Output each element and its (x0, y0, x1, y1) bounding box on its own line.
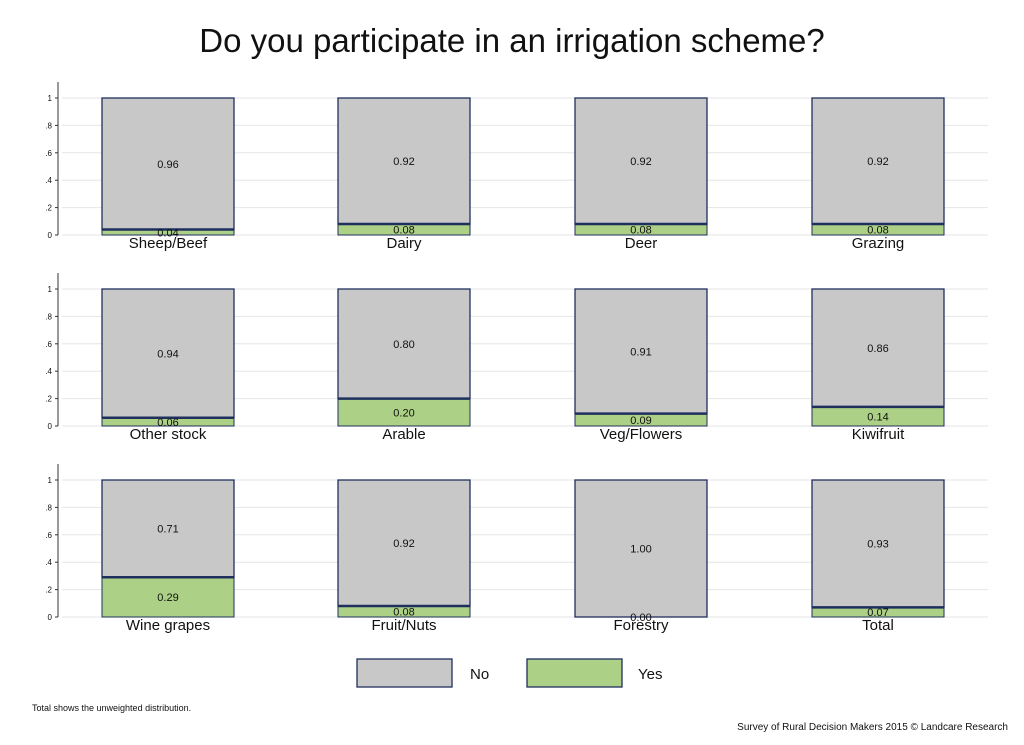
legend-label-no: No (470, 666, 489, 683)
data-label-yes: 0.08 (867, 225, 888, 237)
data-label-no: 0.80 (393, 339, 414, 351)
panel-label: Wine grapes (126, 617, 210, 634)
data-label-no: 0.92 (630, 156, 651, 168)
legend-swatch-no (356, 658, 453, 688)
panel-label: Forestry (613, 617, 669, 634)
bar-no-11 (574, 479, 708, 618)
data-label-yes: 0.29 (157, 592, 178, 604)
data-label-yes: 0.04 (157, 227, 178, 239)
y-tick-label: .4 (45, 367, 52, 376)
data-label-no: 0.92 (393, 156, 414, 168)
data-label-yes: 0.08 (393, 607, 414, 619)
data-label-no: 0.92 (867, 156, 888, 168)
panel-label: Kiwifruit (852, 426, 905, 443)
y-tick-label: .4 (45, 176, 52, 185)
data-label-yes: 0.08 (393, 225, 414, 237)
data-label-no: 0.96 (157, 159, 178, 171)
y-tick-label: .2 (45, 204, 52, 213)
y-tick-label: .2 (45, 586, 52, 595)
panel-label: Other stock (130, 426, 207, 443)
data-label-no: 1.00 (630, 544, 651, 556)
data-label-no: 0.91 (630, 346, 651, 358)
y-tick-label: 1 (48, 285, 53, 294)
y-tick-label: .2 (45, 395, 52, 404)
panel-label: Deer (625, 235, 658, 252)
bar-no-10 (337, 479, 471, 607)
legend-swatch-yes (526, 658, 623, 688)
bar-no-7 (574, 288, 708, 415)
y-tick-label: .6 (45, 149, 52, 158)
panel-label: Arable (382, 426, 425, 443)
panel-label: Total (862, 617, 894, 634)
bar-no-1 (101, 97, 235, 231)
panel-label: Dairy (386, 235, 422, 252)
y-tick-label: .6 (45, 340, 52, 349)
data-label-no: 0.71 (157, 524, 178, 536)
y-tick-label: 0 (48, 231, 53, 240)
data-label-no: 0.94 (157, 348, 178, 360)
bar-no-6 (337, 288, 471, 400)
data-label-yes: 0.20 (393, 407, 414, 419)
y-tick-label: .6 (45, 531, 52, 540)
y-tick-label: 0 (48, 613, 53, 622)
data-label-yes: 0.09 (630, 415, 651, 427)
data-label-no: 0.86 (867, 343, 888, 355)
y-tick-label: 1 (48, 476, 53, 485)
footnote: Total shows the unweighted distribution. (32, 703, 192, 713)
panel-label: Sheep/Beef (129, 235, 208, 252)
bar-no-9 (101, 479, 235, 578)
legend-label-yes: Yes (638, 666, 662, 683)
data-label-no: 0.92 (393, 538, 414, 550)
data-label-yes: 0.14 (867, 411, 888, 423)
source-credit: Survey of Rural Decision Makers 2015 © L… (737, 722, 1008, 733)
bar-no-5 (101, 288, 235, 419)
panel-label: Grazing (852, 235, 905, 252)
bar-no-4 (811, 97, 945, 225)
chart-title: Do you participate in an irrigation sche… (199, 22, 825, 59)
data-label-yes: 0.00 (630, 612, 651, 624)
y-tick-label: 1 (48, 94, 53, 103)
bar-no-12 (811, 479, 945, 609)
y-tick-label: .4 (45, 558, 52, 567)
y-tick-label: .8 (45, 312, 52, 321)
y-tick-label: 0 (48, 422, 53, 431)
data-label-yes: 0.06 (157, 417, 178, 429)
panel-label: Veg/Flowers (600, 426, 683, 443)
data-label-yes: 0.07 (867, 607, 888, 619)
bar-no-8 (811, 288, 945, 408)
bar-no-3 (574, 97, 708, 225)
panel-label: Fruit/Nuts (371, 617, 436, 634)
data-label-yes: 0.08 (630, 225, 651, 237)
y-tick-label: .8 (45, 503, 52, 512)
bar-no-2 (337, 97, 471, 225)
y-tick-label: .8 (45, 121, 52, 130)
bar-yes-9 (101, 576, 235, 618)
data-label-no: 0.93 (867, 539, 888, 551)
